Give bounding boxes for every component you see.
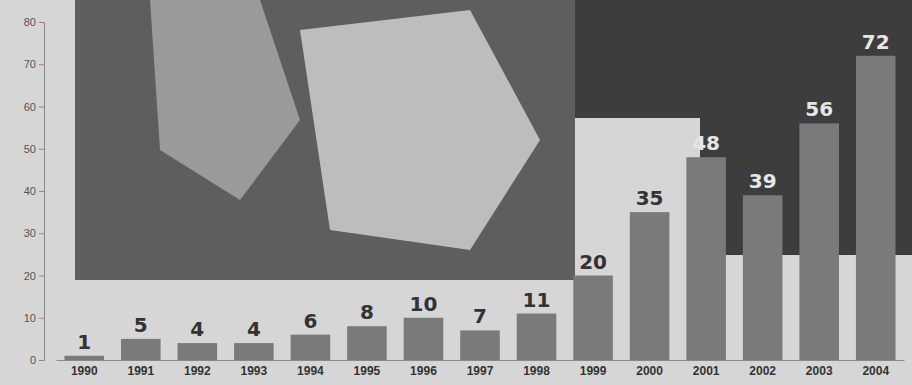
bar: [404, 318, 444, 360]
photo-area: [75, 0, 575, 280]
photo-shape: [150, 0, 300, 200]
tick: 2003: [806, 360, 833, 378]
tick-label: 0: [30, 354, 36, 366]
tick-mark: [39, 276, 44, 277]
tick-label: 50: [24, 143, 36, 155]
x-axis: 1990 1991 1992 1993 1994 1995 1996 1997 1998 1999…: [57, 360, 905, 378]
tick-label: 10: [24, 312, 36, 324]
tick: 50: [24, 143, 44, 155]
tick: 40: [24, 185, 44, 197]
tick-label: 2004: [862, 364, 889, 378]
bar: [743, 195, 783, 360]
tick: 10: [24, 312, 44, 324]
data-label: 5: [134, 313, 148, 337]
tick-label: 1999: [580, 364, 607, 378]
tick: 2001: [693, 360, 720, 378]
bar: [234, 343, 274, 360]
tick-mark: [39, 360, 44, 361]
tick-label: 1996: [410, 364, 437, 378]
data-label: 7: [473, 304, 487, 328]
tick: 0: [30, 354, 44, 366]
data-label: 72: [862, 30, 890, 54]
bar: [573, 276, 613, 361]
data-label: 4: [247, 317, 261, 341]
tick-label: 30: [24, 227, 36, 239]
axis-line: [57, 360, 905, 361]
y-axis: 0 10 20 30 40 50 60 70 80: [24, 16, 45, 366]
data-label: 39: [749, 169, 777, 193]
bar: [347, 326, 387, 360]
tick-label: 1991: [127, 364, 154, 378]
data-label: 48: [692, 131, 720, 155]
bar: [460, 330, 500, 360]
tick-label: 2001: [693, 364, 720, 378]
chart: 0102030405060708019901991199219931994199…: [0, 0, 912, 385]
tick-label: 80: [24, 16, 36, 28]
tick: 2004: [862, 360, 889, 378]
tick-label: 1994: [297, 364, 324, 378]
tick-label: 1997: [467, 364, 494, 378]
tick: 2002: [749, 360, 776, 378]
bar: [178, 343, 218, 360]
data-label: 6: [303, 309, 317, 333]
tick: 1995: [354, 360, 381, 378]
bars: [64, 56, 895, 360]
photo-shape: [300, 10, 540, 250]
tick-label: 1995: [354, 364, 381, 378]
tick: 70: [24, 58, 44, 70]
bar: [630, 212, 670, 360]
tick-label: 1990: [71, 364, 98, 378]
tick-mark: [39, 318, 44, 319]
tick-label: 1998: [523, 364, 550, 378]
background: [0, 0, 912, 385]
data-label: 11: [523, 288, 551, 312]
tick: 60: [24, 101, 44, 113]
tick: 1992: [184, 360, 211, 378]
tick-label: 20: [24, 270, 36, 282]
tick-label: 60: [24, 101, 36, 113]
data-label: 1: [77, 330, 91, 354]
tick-mark: [39, 149, 44, 150]
tick-label: 2000: [636, 364, 663, 378]
ground: [0, 0, 912, 385]
tick-mark: [39, 107, 44, 108]
tick-label: 2003: [806, 364, 833, 378]
data-label: 8: [360, 300, 374, 324]
data-label: 4: [190, 317, 204, 341]
data-label: 35: [636, 186, 664, 210]
tick-label: 1992: [184, 364, 211, 378]
tick-mark: [39, 64, 44, 65]
tick: 1997: [467, 360, 494, 378]
tick-mark: [39, 22, 44, 23]
data-label: 56: [805, 97, 833, 121]
data-label: 20: [579, 250, 607, 274]
bar: [64, 356, 104, 360]
tick: 1994: [297, 360, 324, 378]
tick-label: 40: [24, 185, 36, 197]
tick: 20: [24, 270, 44, 282]
tick-mark: [39, 191, 44, 192]
tick: 1991: [127, 360, 154, 378]
tick: 1996: [410, 360, 437, 378]
bar: [517, 314, 557, 360]
tick-label: 1993: [241, 364, 268, 378]
tick: 1999: [580, 360, 607, 378]
tick: 1990: [71, 360, 98, 378]
tick: 80: [24, 16, 44, 28]
tick: 1993: [241, 360, 268, 378]
bar: [121, 339, 161, 360]
bar: [291, 335, 331, 360]
tick-label: 70: [24, 58, 36, 70]
bar: [856, 56, 896, 360]
data-label: 10: [410, 292, 438, 316]
bar: [799, 123, 839, 360]
tick: 30: [24, 227, 44, 239]
tick: 2000: [636, 360, 663, 378]
tick-mark: [39, 233, 44, 234]
tick: 1998: [523, 360, 550, 378]
data-labels: 1 5 4 4 6 8 10 7 11 20 35 48 39 56 72: [77, 30, 889, 354]
bar: [686, 157, 726, 360]
axis-line: [39, 23, 45, 361]
tick-label: 2002: [749, 364, 776, 378]
